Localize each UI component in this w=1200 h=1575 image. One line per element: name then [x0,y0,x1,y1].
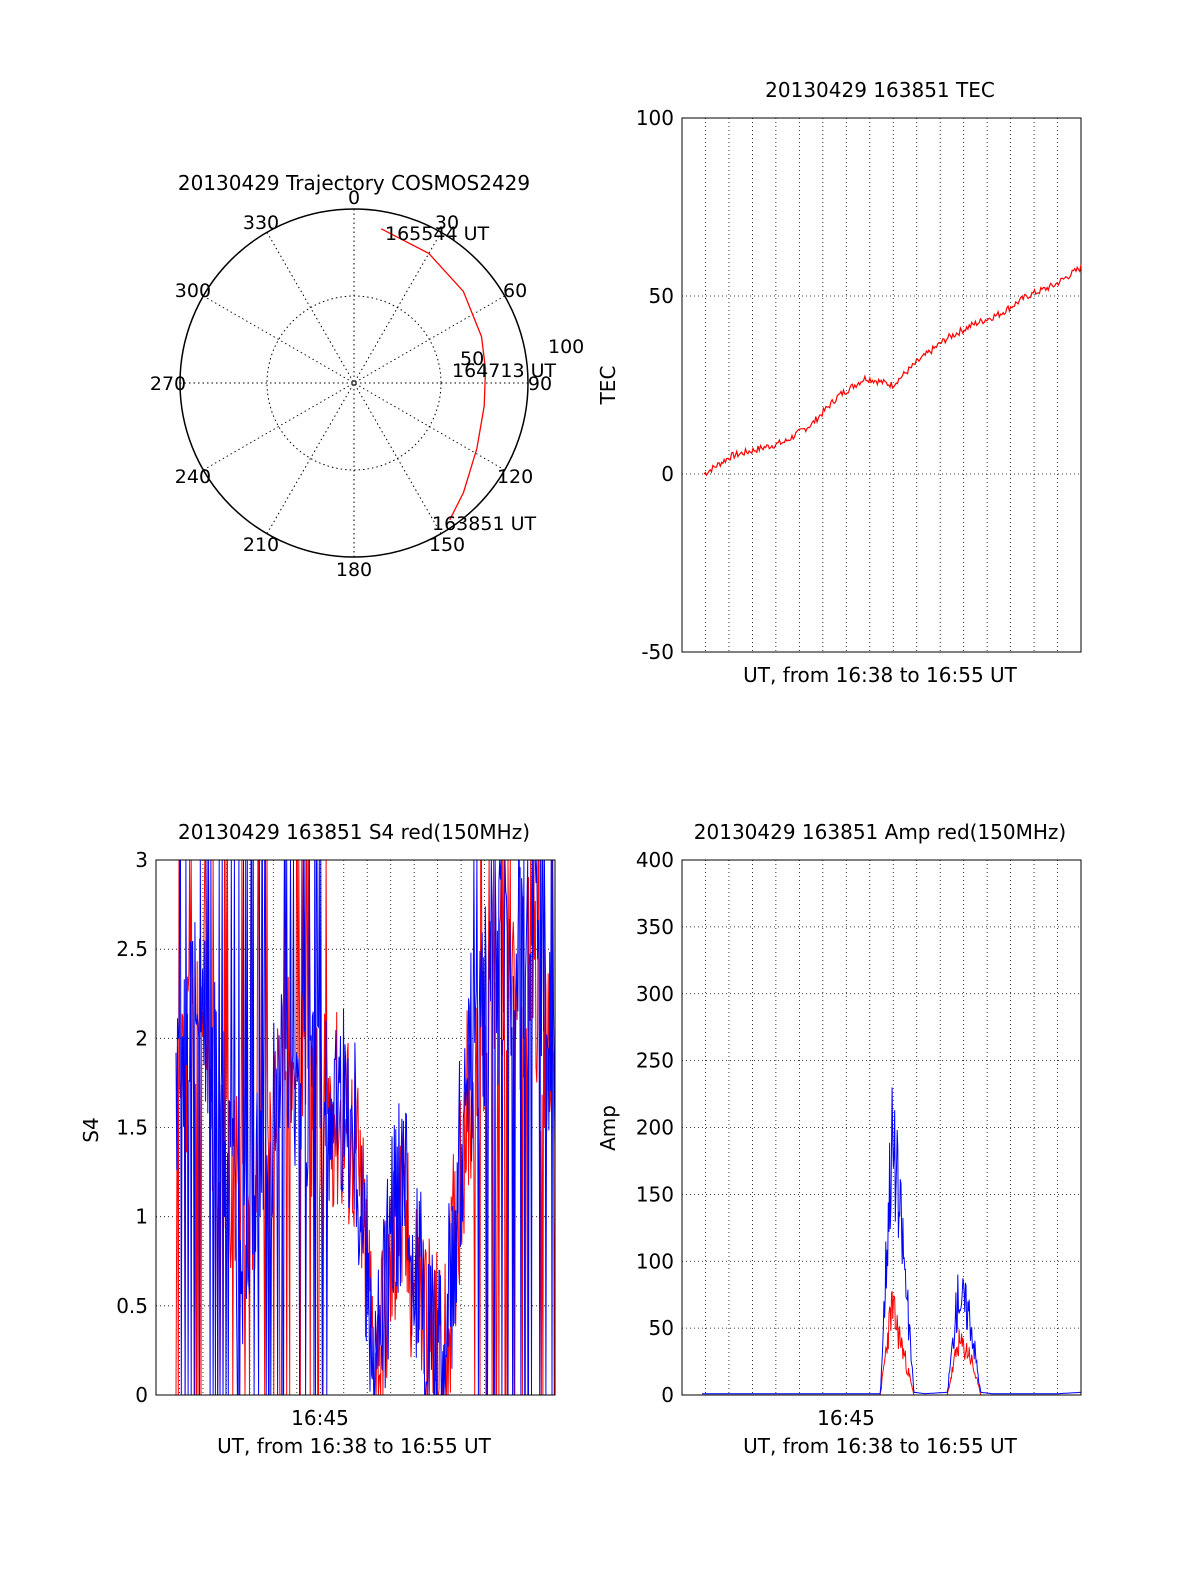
polar-azimuth-label: 90 [528,373,552,395]
amp-panel: 20130429 163851 Amp red(150MHz) 0 50 100 15… [596,820,1082,1458]
polar-azimuth-labels: 0 30 60 90 120 150 180 210 240 270 300 330 [150,187,552,581]
trajectory-label-mid: 164713 UT [452,360,556,382]
polar-ring-label-50: 50 [460,348,484,370]
polar-azimuth-label: 180 [336,559,372,581]
s4-x-label: UT, from 16:38 to 16:55 UT [217,1434,492,1458]
tec-y-tick-label: -50 [641,640,674,664]
s4-y-tick-label: 0 [135,1383,148,1407]
tec-y-tick-label: 50 [649,284,674,308]
polar-azimuth-label: 270 [150,373,186,395]
amp-title: 20130429 163851 Amp red(150MHz) [694,820,1066,844]
s4-y-label: S4 [79,1117,103,1142]
s4-plot-frame [155,859,556,1396]
tec-panel: 20130429 163851 TEC -50 0 50 100 TEC UT, fr… [596,78,1082,687]
s4-title: 20130429 163851 S4 red(150MHz) [178,820,530,844]
polar-azimuth-label: 60 [503,280,527,302]
polar-grid [179,208,529,558]
tec-y-ticks: -50 0 50 100 [636,106,674,664]
s4-y-tick-label: 2.5 [116,937,148,961]
s4-x-tick-1645: 16:45 [291,1406,349,1430]
amp-plot-frame [681,859,1082,1396]
amp-y-tick-label: 150 [636,1182,674,1206]
amp-x-tick-1645: 16:45 [817,1406,875,1430]
amp-grid [682,860,1081,1395]
amp-y-tick-label: 100 [636,1249,674,1273]
amp-y-tick-label: 200 [636,1116,674,1140]
s4-y-tick-label: 3 [135,848,148,872]
polar-azimuth-label: 150 [429,534,465,556]
s4-series-blue [175,859,556,1396]
tec-grid [682,118,1081,652]
amp-series-blue [702,1087,1082,1395]
amp-y-tick-label: 400 [636,848,674,872]
amp-y-ticks: 0 50 100 150 200 250 300 350 400 [636,848,674,1407]
s4-y-ticks: 0 0.5 1 1.5 2 2.5 3 [116,848,148,1407]
amp-y-label: Amp [596,1105,620,1151]
polar-azimuth-label: 120 [497,466,533,488]
polar-azimuth-label: 300 [175,280,211,302]
amp-x-label: UT, from 16:38 to 16:55 UT [743,1434,1018,1458]
amp-y-tick-label: 300 [636,982,674,1006]
amp-series [702,1087,1082,1396]
tec-series-line [703,264,1082,477]
polar-azimuth-label: 30 [435,212,459,234]
polar-azimuth-label: 0 [348,187,360,209]
s4-panel: 20130429 163851 S4 red(150MHz) 0 0.5 1 1.5 2… [79,820,556,1458]
polar-azimuth-label: 330 [243,212,279,234]
tec-y-tick-label: 0 [661,462,674,486]
tec-y-label: TEC [596,366,620,406]
tec-title: 20130429 163851 TEC [765,78,995,102]
polar-outer-circle [179,208,529,558]
trajectory-track [380,228,487,521]
tec-plot-frame [681,117,1082,653]
polar-ring-label-100: 100 [548,336,584,358]
trajectory-panel: 20130429 Trajectory COSMOS2429 0 30 60 90 12… [150,171,584,581]
s4-y-tick-label: 0.5 [116,1294,148,1318]
s4-y-tick-label: 2 [135,1026,148,1050]
polar-azimuth-label: 240 [175,466,211,488]
amp-y-tick-label: 0 [661,1383,674,1407]
amp-y-tick-label: 350 [636,915,674,939]
polar-azimuth-label: 210 [243,534,279,556]
amp-y-tick-label: 50 [649,1316,674,1340]
trajectory-label-start: 163851 UT [432,513,536,535]
s4-y-tick-label: 1 [135,1205,148,1229]
s4-series [175,859,556,1396]
amp-series-red [702,1291,1081,1396]
trajectory-title: 20130429 Trajectory COSMOS2429 [178,171,530,195]
tec-y-tick-label: 100 [636,106,674,130]
trajectory-label-end: 165544 UT [385,223,489,245]
amp-y-tick-label: 250 [636,1049,674,1073]
s4-y-tick-label: 1.5 [116,1116,148,1140]
tec-x-label: UT, from 16:38 to 16:55 UT [743,663,1018,687]
